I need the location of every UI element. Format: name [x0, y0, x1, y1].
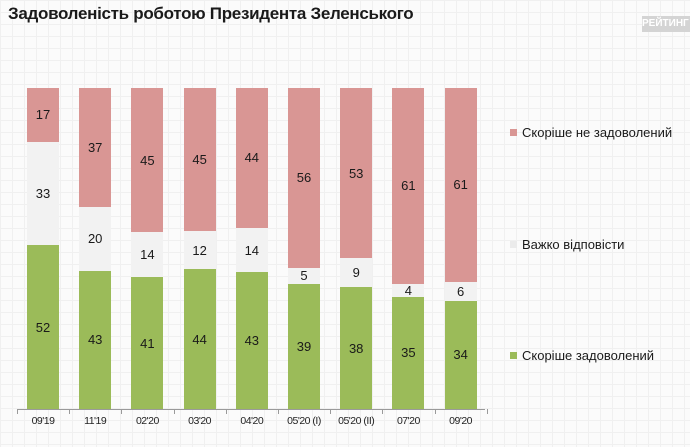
bar-7: 35 4 61	[392, 88, 425, 409]
segment-satisfied: 44	[183, 269, 216, 409]
segment-not-satisfied: 61	[392, 88, 425, 284]
segment-not-satisfied: 45	[183, 88, 216, 232]
segment-satisfied: 43	[235, 272, 268, 409]
segment-satisfied: 41	[131, 277, 164, 409]
bar-6: 38 9 53	[340, 88, 373, 409]
legend-swatch-not-satisfied	[510, 129, 517, 136]
segment-hard-to-say: 20	[79, 206, 112, 271]
x-tick-label: 04'20	[240, 415, 264, 427]
x-tick-label: 11'19	[84, 415, 107, 427]
bar-8: 34 6 61	[444, 88, 477, 409]
segment-not-satisfied: 17	[27, 88, 59, 142]
segment-not-satisfied: 37	[79, 88, 112, 207]
segment-hard-to-say: 33	[27, 141, 59, 246]
segment-hard-to-say: 6	[444, 281, 477, 301]
segment-hard-to-say: 14	[131, 232, 164, 278]
x-tick	[69, 409, 71, 414]
legend-item-hard-to-say: Важко відповісти	[510, 237, 624, 252]
segment-not-satisfied: 45	[131, 88, 164, 233]
legend-swatch-hard-to-say	[510, 241, 517, 248]
bar-0: 52 33 17	[27, 88, 59, 409]
segment-satisfied: 34	[444, 300, 477, 409]
legend-label: Скоріше задоволений	[522, 348, 655, 363]
bar-4: 43 14 44	[235, 88, 268, 409]
x-tick-label: 07'20	[396, 415, 420, 427]
x-tick	[434, 409, 436, 414]
segment-satisfied: 35	[392, 296, 425, 409]
x-axis	[17, 409, 485, 410]
segment-not-satisfied: 61	[444, 88, 477, 282]
legend-label: Важко відповісти	[522, 237, 625, 252]
x-tick	[121, 409, 123, 414]
legend-swatch-satisfied	[510, 352, 517, 359]
bar-3: 44 12 45	[183, 88, 216, 409]
segment-hard-to-say: 9	[340, 258, 373, 287]
segment-hard-to-say: 14	[235, 227, 268, 273]
x-tick-label: 05'20 (I)	[287, 415, 321, 427]
segment-not-satisfied: 44	[235, 88, 268, 228]
x-tick	[486, 409, 488, 414]
legend-label: Скоріше не задоволений	[522, 125, 673, 140]
segment-hard-to-say: 12	[183, 231, 216, 270]
bar-5: 39 5 56	[288, 88, 320, 409]
x-tick	[330, 409, 332, 414]
x-tick-label: 05'20 (II)	[338, 415, 375, 427]
segment-satisfied: 52	[27, 245, 59, 409]
x-tick-label: 09'19	[31, 415, 55, 427]
segment-not-satisfied: 53	[340, 88, 373, 259]
segment-hard-to-say: 4	[392, 283, 425, 298]
x-tick	[17, 409, 18, 414]
bar-2: 41 14 45	[131, 88, 164, 409]
legend-item-not-satisfied: Скоріше не задоволений	[510, 125, 672, 140]
segment-hard-to-say: 5	[288, 267, 320, 284]
segment-satisfied: 38	[340, 287, 373, 409]
bar-1: 43 20 37	[79, 88, 112, 409]
x-tick	[173, 409, 175, 414]
x-tick	[225, 409, 227, 414]
x-tick-label: 03'20	[188, 415, 212, 427]
rating-logo: РЕЙТИНГ	[642, 16, 690, 32]
x-tick	[278, 409, 279, 414]
x-tick-label: 09'20	[449, 415, 473, 427]
x-tick-label: 02'20	[135, 415, 159, 427]
segment-satisfied: 43	[79, 270, 112, 409]
chart-title: Задоволеність роботою Президента Зеленсь…	[8, 4, 414, 23]
segment-satisfied: 39	[288, 283, 320, 409]
x-tick	[382, 409, 384, 414]
legend-item-satisfied: Скоріше задоволений	[510, 348, 654, 363]
segment-not-satisfied: 56	[288, 88, 320, 268]
